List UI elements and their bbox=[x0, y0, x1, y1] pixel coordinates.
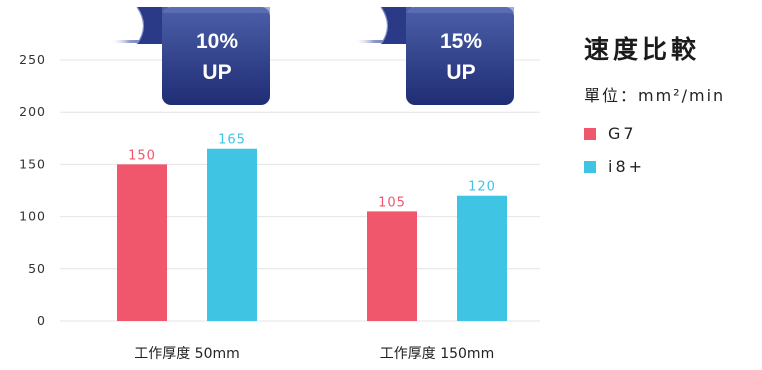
bar-g7-2 bbox=[367, 211, 417, 321]
legend-swatch-i8 bbox=[584, 160, 596, 173]
badge-fold bbox=[381, 7, 412, 44]
badge-percent: 10% bbox=[196, 30, 238, 53]
unit-label: 單位：mm²/min bbox=[584, 86, 726, 105]
bars bbox=[117, 148, 507, 321]
x-category-label-1: 工作厚度 50mm bbox=[134, 346, 240, 362]
y-axis-ticks: 0 50 100 150 200 250 bbox=[19, 52, 46, 328]
legend-swatch-g7 bbox=[584, 127, 596, 140]
y-tick-label-150: 150 bbox=[19, 156, 46, 171]
badge-up: UP bbox=[202, 61, 231, 84]
badge-fade-line bbox=[354, 40, 394, 43]
x-axis-labels: 工作厚度 50mm 工作厚度 150mm bbox=[134, 346, 494, 362]
bar-i8-2 bbox=[457, 195, 507, 321]
data-label-i8-1: 165 bbox=[218, 133, 246, 148]
badge-percent: 15% bbox=[440, 30, 482, 53]
legend-label-i8: i8+ bbox=[608, 157, 646, 176]
increase-badge-1: 10% UP bbox=[110, 6, 270, 105]
badge-highlight bbox=[162, 7, 270, 13]
badge-fold-edge bbox=[380, 6, 389, 45]
increase-badge-2: 15% UP bbox=[354, 6, 514, 105]
data-label-g7-2: 105 bbox=[378, 195, 406, 210]
badge-body bbox=[162, 7, 270, 105]
bar-i8-1 bbox=[207, 148, 257, 321]
badge-body bbox=[406, 7, 514, 105]
increase-badges: 10% UP 15% UP bbox=[110, 6, 514, 105]
badge-fade-line bbox=[110, 40, 150, 43]
bar-g7-1 bbox=[117, 164, 167, 321]
y-tick-label-250: 250 bbox=[19, 52, 46, 67]
badge-fold-edge bbox=[136, 6, 145, 45]
y-tick-label-0: 0 bbox=[37, 313, 46, 328]
data-label-i8-2: 120 bbox=[468, 180, 496, 195]
badge-highlight bbox=[406, 7, 514, 13]
data-label-g7-1: 150 bbox=[128, 148, 156, 163]
y-tick-label-200: 200 bbox=[19, 104, 46, 119]
badge-up: UP bbox=[446, 61, 475, 84]
data-labels: 150 165 105 120 bbox=[128, 133, 496, 211]
legend: 速度比較 單位：mm²/min G7 i8+ bbox=[584, 30, 725, 176]
chart-title: 速度比較 bbox=[584, 35, 701, 64]
legend-item-i8: i8+ bbox=[584, 157, 725, 176]
y-tick-label-100: 100 bbox=[19, 209, 46, 224]
y-tick-label-50: 50 bbox=[28, 261, 46, 276]
legend-label-g7: G7 bbox=[608, 124, 637, 143]
x-category-label-2: 工作厚度 150mm bbox=[380, 346, 494, 362]
legend-item-g7: G7 bbox=[584, 124, 725, 143]
badge-fold bbox=[137, 7, 168, 44]
